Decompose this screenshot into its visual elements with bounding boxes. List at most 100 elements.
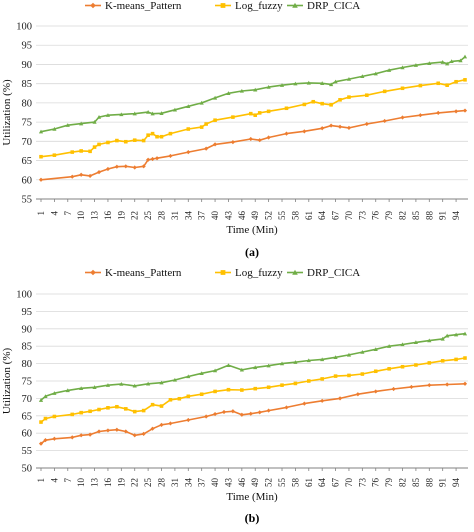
x-tick-label: 61 <box>304 211 314 220</box>
data-point <box>79 386 84 390</box>
data-point <box>266 135 271 140</box>
data-point <box>132 165 137 170</box>
data-point <box>213 389 217 394</box>
data-point <box>123 429 128 434</box>
x-tick-label: 37 <box>197 211 207 221</box>
data-point <box>70 412 75 417</box>
x-tick-label: 64 <box>317 211 327 221</box>
x-tick-label: 82 <box>398 478 408 487</box>
data-point <box>150 131 155 136</box>
data-point <box>186 394 191 399</box>
data-point <box>199 100 204 105</box>
data-point <box>302 401 307 406</box>
data-point <box>445 382 450 387</box>
data-point <box>96 429 102 434</box>
data-point <box>105 383 111 387</box>
data-point <box>445 83 449 87</box>
x-tick-label: 4 <box>49 211 59 216</box>
x-tick-label: 1 <box>36 211 46 216</box>
x-tick-label: 91 <box>438 211 448 220</box>
legend-marker <box>220 3 226 8</box>
x-tick-label: 85 <box>411 211 421 221</box>
data-point <box>440 359 445 363</box>
data-point <box>124 139 128 144</box>
y-tick-label: 60 <box>22 429 33 440</box>
legend-marker <box>292 2 298 8</box>
legend-entry: K-means_Pattern <box>85 267 182 279</box>
data-point <box>88 409 92 414</box>
data-point <box>253 87 258 92</box>
data-point <box>186 104 191 109</box>
data-point <box>453 109 459 114</box>
data-point <box>346 76 352 81</box>
data-point <box>373 389 378 394</box>
data-point <box>427 361 432 365</box>
x-tick-label: 73 <box>357 211 367 221</box>
y-tick-label: 70 <box>22 394 33 405</box>
series-square <box>39 356 467 424</box>
data-point <box>150 426 155 431</box>
data-point <box>427 61 432 65</box>
x-tick-label: 13 <box>90 211 100 221</box>
x-tick-label: 34 <box>183 478 193 488</box>
data-point <box>329 103 333 107</box>
data-point <box>231 115 235 119</box>
x-tick-label: 46 <box>237 478 247 488</box>
data-point <box>43 416 48 421</box>
data-point <box>409 384 414 390</box>
data-point <box>387 344 392 348</box>
data-point <box>347 373 351 378</box>
x-tick-label: 37 <box>197 478 207 488</box>
data-point <box>284 131 289 136</box>
legend-label: K-means_Pattern <box>105 0 182 12</box>
data-point <box>445 333 450 338</box>
data-point <box>436 110 441 115</box>
x-tick-label: 28 <box>157 211 167 221</box>
data-point <box>141 408 146 413</box>
y-tick-label: 80 <box>22 359 33 370</box>
data-point <box>440 336 445 341</box>
y-tick-label: 65 <box>22 156 33 167</box>
x-tick-label: 7 <box>63 478 73 483</box>
x-tick-label: 7 <box>63 211 73 216</box>
data-point <box>413 340 419 345</box>
data-point <box>79 149 83 153</box>
data-point <box>418 113 423 118</box>
x-tick-label: 22 <box>130 211 140 220</box>
data-point <box>87 173 93 179</box>
data-point <box>462 54 468 59</box>
data-point <box>150 156 155 162</box>
data-point <box>346 125 352 130</box>
data-point <box>400 342 405 347</box>
y-tick-label: 75 <box>22 377 33 388</box>
data-point <box>462 381 468 386</box>
data-point <box>226 363 231 368</box>
data-point <box>440 60 445 64</box>
data-point <box>240 388 244 392</box>
y-tick-label: 85 <box>22 342 33 353</box>
data-point <box>132 138 137 142</box>
data-point <box>248 136 253 142</box>
data-point <box>306 358 311 363</box>
y-tick-label: 100 <box>16 22 32 33</box>
data-point <box>320 126 325 131</box>
x-tick-label: 88 <box>424 211 434 221</box>
data-point <box>65 388 70 393</box>
x-tick-label: 79 <box>384 211 394 221</box>
data-point <box>70 150 75 154</box>
data-point <box>172 107 177 112</box>
data-point <box>302 129 307 134</box>
x-tick-label: 76 <box>371 211 381 221</box>
x-tick-label: 79 <box>384 478 394 488</box>
data-point <box>213 118 217 122</box>
x-tick-label: 19 <box>116 211 126 221</box>
data-point <box>230 409 236 414</box>
data-point <box>280 383 284 387</box>
data-point <box>159 404 164 408</box>
y-tick-label: 85 <box>22 79 33 90</box>
data-point <box>436 81 441 86</box>
x-tick-label: 16 <box>103 478 113 488</box>
data-point <box>115 404 119 409</box>
x-tick-label: 16 <box>103 211 113 221</box>
